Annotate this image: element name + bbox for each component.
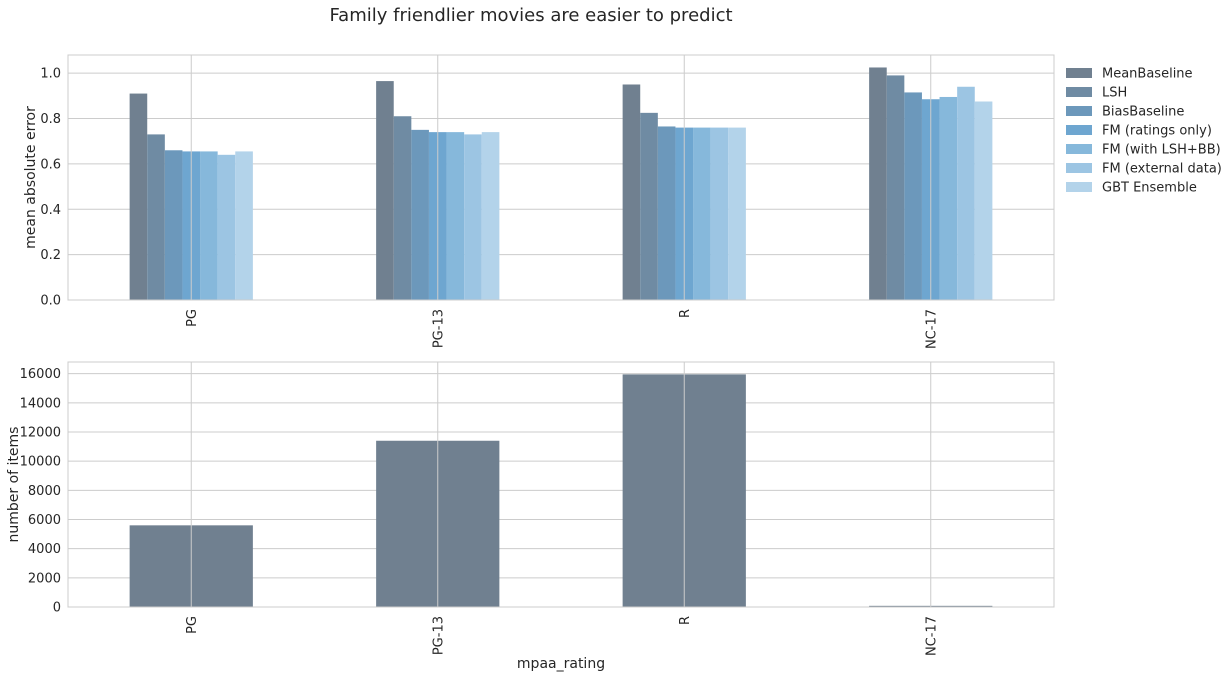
bar-fm-external-data-pg-13 (464, 134, 482, 300)
legend: MeanBaseline LSH BiasBaseline FM (ratings o… (1066, 67, 1222, 196)
bar-biasbaseline-r (657, 126, 676, 300)
y-tick-label: 14000 (20, 396, 61, 411)
bar-fm-external-data-r (710, 127, 729, 300)
y-tick-label: 0.0 (40, 294, 61, 309)
x-tick-label: PG-13 (431, 309, 446, 348)
bar-gbt-ensemble-nc-17 (974, 101, 993, 300)
bar-meanbaseline-r (622, 84, 641, 300)
bar-biasbaseline-nc-17 (904, 92, 922, 300)
bar-meanbaseline-pg (129, 93, 148, 300)
legend-swatch-gbt-ensemble (1066, 182, 1092, 192)
y-axis-label: mean absolute error (23, 106, 39, 249)
legend-label: BiasBaseline (1102, 105, 1184, 120)
y-tick-label: 0 (53, 601, 61, 616)
x-axis-label: mpaa_rating (517, 656, 605, 672)
legend-label: FM (ratings only) (1102, 124, 1212, 139)
bar-fm-external-data-pg (217, 154, 236, 300)
y-tick-label: 1.0 (40, 67, 61, 82)
bar-fm-with-lsh-bb-pg-13 (446, 132, 465, 300)
bar-fm-external-data-nc-17 (957, 86, 975, 300)
legend-label: FM (with LSH+BB) (1102, 143, 1221, 158)
y-tick-label: 0.6 (40, 157, 61, 172)
item-count-chart: 0 2000 4000 6000 8000 10000 12000 14000 16000 PG P… (6, 361, 1055, 672)
legend-swatch-meanbaseline (1066, 68, 1092, 78)
y-tick-label: 0.2 (40, 248, 61, 263)
x-tick-label: PG-13 (431, 616, 446, 655)
x-tick-label: R (678, 309, 693, 318)
bar-lsh-nc-17 (886, 75, 905, 301)
x-tick-label: PG (185, 616, 200, 634)
bar-fm-with-lsh-bb-nc-17 (939, 96, 958, 300)
legend-label: FM (external data) (1102, 162, 1222, 177)
bar-biasbaseline-pg (164, 150, 183, 300)
legend-label: GBT Ensemble (1102, 181, 1197, 196)
y-tick-label: 2000 (28, 571, 61, 586)
y-tick-label: 6000 (28, 513, 61, 528)
x-tick-label: R (678, 616, 693, 625)
x-tick-label: NC-17 (924, 309, 939, 349)
figure-title: Family friendlier movies are easier to p… (329, 5, 732, 26)
plot-frame (67, 361, 1055, 608)
y-tick-label: 4000 (28, 542, 61, 557)
bar-fm-with-lsh-bb-pg (200, 151, 218, 300)
legend-swatch-fm-with-lsh-bb (1066, 144, 1092, 154)
mae-chart: 0.0 0.2 0.4 0.6 0.8 1.0 PG PG-13 R NC-17 mean abso… (23, 54, 1055, 349)
bar-biasbaseline-pg-13 (411, 129, 429, 300)
y-tick-label: 10000 (20, 455, 61, 470)
y-tick-label: 8000 (28, 484, 61, 499)
bar-gbt-ensemble-r (728, 127, 746, 300)
bar-lsh-pg-13 (393, 116, 412, 300)
y-tick-label: 0.8 (40, 112, 61, 127)
y-tick-label: 16000 (20, 367, 61, 382)
bar-lsh-r (640, 112, 658, 300)
legend-swatch-fm-external-data (1066, 163, 1092, 173)
legend-swatch-biasbaseline (1066, 106, 1092, 116)
x-tick-label: PG (185, 309, 200, 327)
legend-label: MeanBaseline (1102, 67, 1193, 82)
legend-swatch-lsh (1066, 87, 1092, 97)
y-tick-label: 12000 (20, 426, 61, 441)
y-axis-label: number of items (6, 427, 22, 543)
bar-meanbaseline-nc-17 (869, 67, 887, 300)
x-tick-label: NC-17 (924, 616, 939, 656)
bar-gbt-ensemble-pg (235, 151, 253, 300)
plot-frame (67, 54, 1055, 301)
bar-gbt-ensemble-pg-13 (481, 132, 500, 300)
bar-meanbaseline-pg-13 (376, 81, 394, 301)
bar-fm-with-lsh-bb-r (693, 127, 711, 300)
legend-swatch-fm-ratings-only (1066, 125, 1092, 135)
legend-label: LSH (1102, 86, 1127, 101)
bar-lsh-pg (147, 134, 165, 300)
y-tick-label: 0.4 (40, 203, 61, 218)
